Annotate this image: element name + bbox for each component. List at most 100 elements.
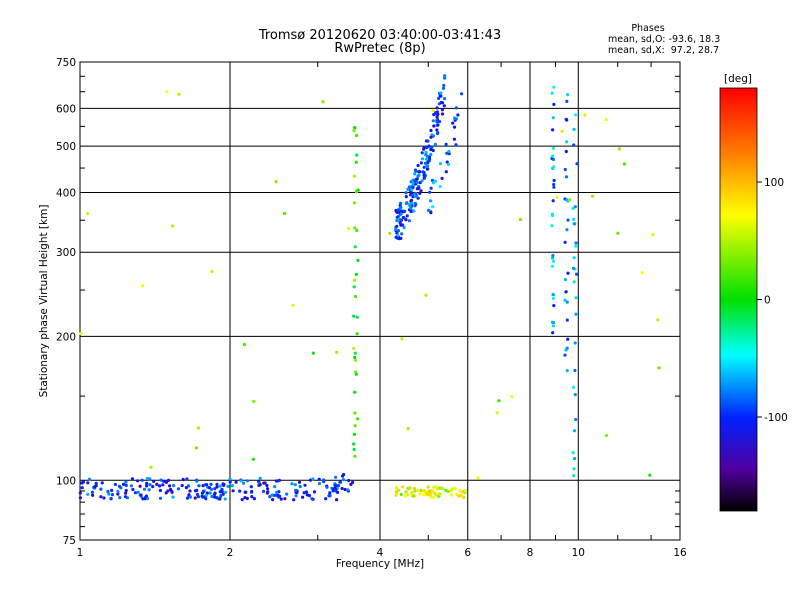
echo-point — [414, 191, 418, 195]
echo-point — [172, 484, 176, 488]
echo-point — [148, 483, 152, 487]
echo-point — [413, 489, 417, 493]
echo-point — [616, 231, 620, 235]
echo-point — [551, 154, 555, 158]
echo-point — [604, 117, 608, 122]
echo-point — [249, 485, 253, 489]
echo-point — [435, 106, 439, 110]
echo-point — [575, 162, 579, 166]
echo-point — [573, 222, 577, 226]
echo-point — [432, 485, 436, 489]
echo-point — [460, 92, 464, 96]
echo-point — [656, 318, 660, 322]
echo-point — [431, 205, 435, 209]
echo-point — [340, 486, 344, 491]
echo-point — [124, 491, 128, 495]
echo-point — [230, 484, 234, 488]
echo-point — [215, 482, 219, 486]
echo-point — [430, 145, 434, 149]
echo-point — [222, 482, 226, 486]
echo-point — [239, 479, 243, 483]
echo-point — [442, 104, 446, 108]
echo-point — [334, 484, 338, 488]
echo-point — [422, 493, 426, 497]
echo-point — [140, 478, 144, 482]
echo-point — [552, 304, 556, 308]
echo-point — [210, 494, 214, 499]
echo-point — [250, 495, 254, 499]
echo-point — [321, 100, 325, 104]
echo-point — [572, 217, 576, 221]
echo-point — [551, 253, 555, 258]
echo-point — [209, 487, 214, 491]
echo-point — [351, 480, 355, 484]
echo-point — [78, 496, 82, 500]
echo-point — [90, 490, 94, 494]
echo-point — [347, 226, 351, 231]
y-tick-label: 300 — [56, 247, 76, 259]
echo-point — [566, 93, 570, 97]
echo-point — [404, 218, 408, 222]
echo-point — [421, 170, 425, 174]
echo-point — [443, 97, 447, 101]
echo-point — [405, 214, 409, 218]
echo-point — [429, 147, 433, 152]
echo-point — [458, 488, 462, 493]
echo-point — [440, 108, 444, 112]
echo-point — [91, 493, 95, 497]
echo-point — [124, 483, 128, 487]
echo-point — [352, 346, 356, 350]
echo-point — [80, 486, 84, 490]
echo-point — [291, 303, 295, 307]
colorbar-tick-label: 100 — [764, 177, 784, 189]
echo-point — [394, 493, 398, 497]
echo-point — [563, 278, 568, 282]
y-axis-label: Stationary phase Virtual Height [km] — [38, 205, 50, 398]
echo-point — [551, 128, 555, 132]
echo-point — [439, 94, 443, 98]
echo-point — [563, 167, 567, 172]
echo-point — [434, 493, 438, 497]
echo-point — [431, 148, 435, 153]
echo-point — [176, 487, 181, 491]
echo-point — [550, 156, 554, 161]
echo-point — [572, 429, 577, 433]
echo-point — [201, 490, 205, 494]
echo-point — [411, 185, 415, 189]
echo-point — [193, 489, 198, 493]
echo-point — [426, 167, 430, 171]
echo-point — [290, 482, 294, 486]
echo-point — [550, 212, 555, 216]
echo-point — [334, 475, 338, 479]
echo-point — [419, 161, 423, 165]
echo-point — [312, 490, 317, 494]
echo-point — [573, 393, 577, 397]
echo-point — [458, 493, 462, 498]
echo-point — [657, 366, 661, 370]
echo-point — [452, 125, 457, 129]
echo-point — [551, 296, 556, 301]
echo-point — [301, 495, 305, 499]
echo-point — [353, 454, 357, 458]
echo-point — [451, 121, 455, 125]
echo-point — [420, 151, 424, 155]
echo-point — [394, 486, 399, 490]
echo-point — [572, 127, 576, 132]
echo-point — [408, 204, 412, 208]
echo-point — [571, 266, 576, 270]
echo-point — [565, 140, 569, 144]
echo-point — [423, 490, 427, 494]
echo-point — [398, 237, 402, 241]
echo-point — [429, 186, 433, 190]
echo-point — [353, 126, 357, 130]
echo-point — [552, 182, 556, 187]
echo-point — [429, 135, 433, 139]
echo-point — [146, 497, 150, 501]
echo-point — [144, 494, 149, 498]
echo-point — [454, 106, 458, 110]
echo-point — [218, 497, 222, 501]
echo-point — [407, 219, 411, 223]
echo-point — [283, 497, 287, 501]
echo-point — [141, 497, 145, 501]
echo-point — [292, 498, 296, 502]
